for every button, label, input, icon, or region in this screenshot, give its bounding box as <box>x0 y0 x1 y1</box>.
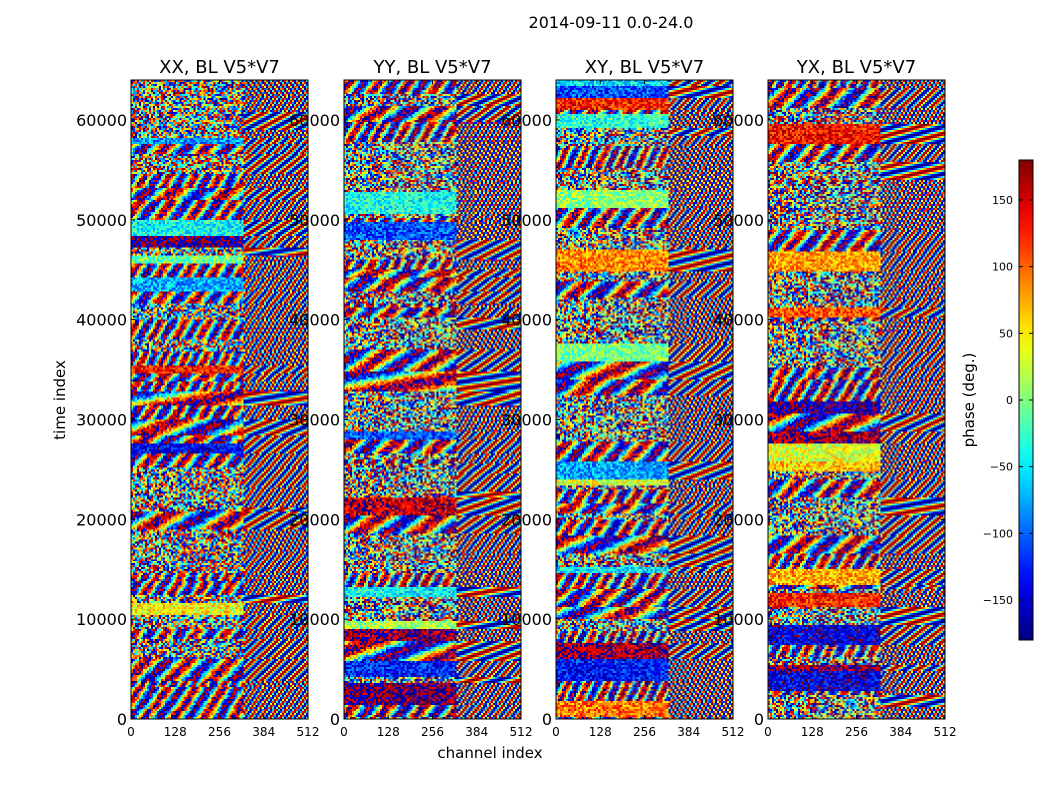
y-tick-label: 0 <box>117 710 127 729</box>
y-tick-label: 20000 <box>713 510 764 529</box>
colorbar: −150 −100 −50 0 50 100 150 phase (deg.) <box>960 159 1034 641</box>
y-tick-label: 30000 <box>501 410 552 429</box>
y-tick-label: 50000 <box>713 211 764 230</box>
x-tick-label: 128 <box>589 725 612 739</box>
y-tick-label: 30000 <box>713 410 764 429</box>
x-tick-label: 256 <box>633 725 656 739</box>
x-tick-label: 512 <box>722 725 745 739</box>
panel-yx: YX, BL V5*V7 0 128 256 384 512 0 10000 20000 3000… <box>713 57 956 739</box>
x-tick-label: 512 <box>510 725 533 739</box>
panel-title: YX, BL V5*V7 <box>796 57 916 78</box>
x-tick-label: 512 <box>934 725 957 739</box>
panel-xy: XY, BL V5*V7 0 128 256 384 512 0 10000 20000 3000… <box>501 57 744 739</box>
x-tick-label: 256 <box>845 725 868 739</box>
y-tick-label: 10000 <box>501 610 552 629</box>
y-axis-label: time index <box>51 360 69 440</box>
x-tick-label: 256 <box>208 725 231 739</box>
y-tick-label: 0 <box>754 710 764 729</box>
x-tick-label: 0 <box>764 725 772 739</box>
y-tick-label: 0 <box>330 710 340 729</box>
colorbar-tick-label: −50 <box>990 461 1013 474</box>
colorbar-tick-label: −150 <box>983 594 1013 607</box>
x-tick-label: 384 <box>889 725 912 739</box>
panel-title: YY, BL V5*V7 <box>372 57 491 78</box>
y-tick-label: 20000 <box>501 510 552 529</box>
panel-yy: YY, BL V5*V7 0 128 256 384 512 0 10000 20000 3000… <box>289 57 532 739</box>
y-tick-label: 40000 <box>713 311 764 330</box>
y-tick-label: 60000 <box>713 111 764 130</box>
colorbar-tick-label: 50 <box>999 327 1013 340</box>
y-tick-label: 50000 <box>76 211 127 230</box>
x-tick-label: 384 <box>252 725 275 739</box>
figure-title: 2014-09-11 0.0-24.0 <box>529 13 694 32</box>
heatmap-image <box>556 80 733 719</box>
x-tick-label: 0 <box>127 725 135 739</box>
x-tick-label: 384 <box>677 725 700 739</box>
heatmap-image <box>344 80 521 719</box>
y-tick-label: 10000 <box>76 610 127 629</box>
x-tick-label: 384 <box>465 725 488 739</box>
x-axis-label: channel index <box>437 744 542 762</box>
colorbar-label: phase (deg.) <box>960 353 978 448</box>
x-tick-label: 0 <box>552 725 560 739</box>
heatmap-image <box>768 80 945 719</box>
x-tick-label: 128 <box>164 725 187 739</box>
heatmap-image <box>131 80 308 719</box>
x-tick-label: 128 <box>377 725 400 739</box>
colorbar-tick-label: 0 <box>1006 394 1013 407</box>
panel-title: XY, BL V5*V7 <box>585 57 704 78</box>
y-tick-label: 10000 <box>289 610 340 629</box>
y-tick-label: 60000 <box>289 111 340 130</box>
y-tick-label: 50000 <box>501 211 552 230</box>
y-tick-label: 60000 <box>76 111 127 130</box>
x-tick-label: 256 <box>421 725 444 739</box>
y-tick-label: 30000 <box>289 410 340 429</box>
colorbar-tick-label: 100 <box>992 261 1013 274</box>
x-tick-label: 512 <box>297 725 320 739</box>
x-tick-label: 0 <box>340 725 348 739</box>
y-tick-label: 60000 <box>501 111 552 130</box>
y-tick-label: 40000 <box>289 311 340 330</box>
y-tick-label: 40000 <box>76 311 127 330</box>
y-tick-label: 10000 <box>713 610 764 629</box>
y-tick-label: 50000 <box>289 211 340 230</box>
panel-title: XX, BL V5*V7 <box>159 57 280 78</box>
x-tick-label: 128 <box>801 725 824 739</box>
colorbar-tick-label: −100 <box>983 527 1013 540</box>
y-tick-label: 40000 <box>501 311 552 330</box>
y-tick-label: 20000 <box>76 510 127 529</box>
y-tick-label: 20000 <box>289 510 340 529</box>
colorbar-tick-label: 150 <box>992 194 1013 207</box>
y-tick-label: 0 <box>542 710 552 729</box>
panel-xx: XX, BL V5*V7 0 128 256 384 512 0 10000 20000 3000… <box>76 57 319 739</box>
y-tick-label: 30000 <box>76 410 127 429</box>
